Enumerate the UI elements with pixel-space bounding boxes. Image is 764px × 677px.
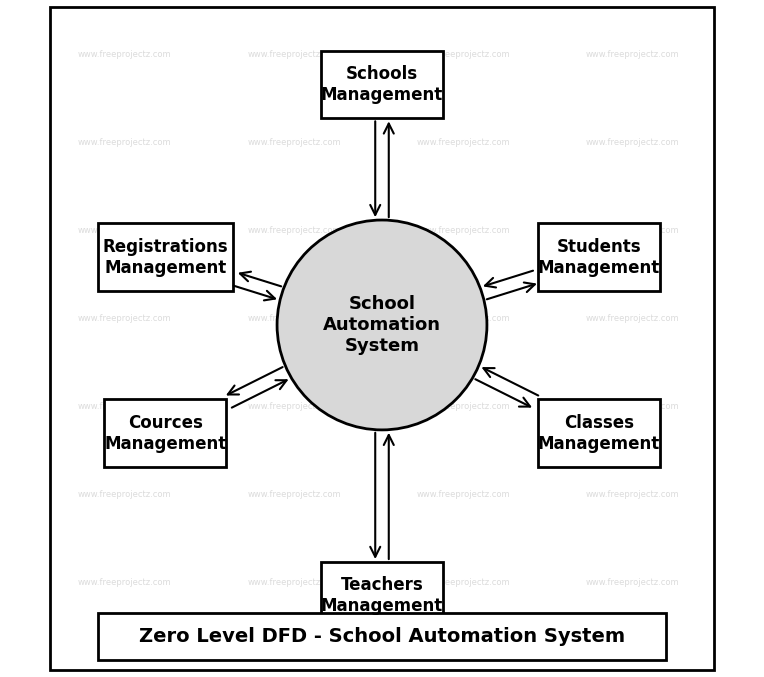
Text: www.freeprojectz.com: www.freeprojectz.com — [248, 137, 341, 147]
Text: www.freeprojectz.com: www.freeprojectz.com — [586, 577, 679, 587]
Text: Students
Management: Students Management — [538, 238, 660, 277]
Text: www.freeprojectz.com: www.freeprojectz.com — [248, 225, 341, 235]
Text: www.freeprojectz.com: www.freeprojectz.com — [586, 401, 679, 411]
Bar — [105, 399, 226, 467]
Text: www.freeprojectz.com: www.freeprojectz.com — [416, 489, 510, 499]
Bar — [98, 223, 233, 291]
Text: School
Automation
System: School Automation System — [323, 295, 441, 355]
Text: www.freeprojectz.com: www.freeprojectz.com — [586, 313, 679, 323]
Circle shape — [277, 220, 487, 430]
Text: www.freeprojectz.com: www.freeprojectz.com — [416, 313, 510, 323]
Text: www.freeprojectz.com: www.freeprojectz.com — [78, 577, 172, 587]
Text: www.freeprojectz.com: www.freeprojectz.com — [586, 225, 679, 235]
Text: www.freeprojectz.com: www.freeprojectz.com — [78, 489, 172, 499]
Text: www.freeprojectz.com: www.freeprojectz.com — [416, 225, 510, 235]
Text: Registrations
Management: Registrations Management — [102, 238, 228, 277]
Text: www.freeprojectz.com: www.freeprojectz.com — [78, 137, 172, 147]
Bar — [321, 562, 443, 630]
Text: www.freeprojectz.com: www.freeprojectz.com — [416, 401, 510, 411]
Text: www.freeprojectz.com: www.freeprojectz.com — [586, 489, 679, 499]
Text: Teachers
Management: Teachers Management — [321, 576, 443, 615]
Bar — [538, 223, 659, 291]
Text: Classes
Management: Classes Management — [538, 414, 660, 453]
Text: www.freeprojectz.com: www.freeprojectz.com — [248, 313, 341, 323]
Text: www.freeprojectz.com: www.freeprojectz.com — [78, 49, 172, 59]
Bar — [538, 399, 659, 467]
Text: Zero Level DFD - School Automation System: Zero Level DFD - School Automation Syste… — [139, 627, 625, 646]
Text: www.freeprojectz.com: www.freeprojectz.com — [416, 49, 510, 59]
Text: www.freeprojectz.com: www.freeprojectz.com — [248, 401, 341, 411]
Text: www.freeprojectz.com: www.freeprojectz.com — [586, 137, 679, 147]
Text: www.freeprojectz.com: www.freeprojectz.com — [248, 577, 341, 587]
Text: www.freeprojectz.com: www.freeprojectz.com — [78, 225, 172, 235]
Text: Cources
Management: Cources Management — [104, 414, 226, 453]
Text: www.freeprojectz.com: www.freeprojectz.com — [248, 49, 341, 59]
Bar — [98, 613, 666, 660]
Text: www.freeprojectz.com: www.freeprojectz.com — [78, 401, 172, 411]
Bar — [321, 51, 443, 118]
Text: www.freeprojectz.com: www.freeprojectz.com — [416, 577, 510, 587]
Text: www.freeprojectz.com: www.freeprojectz.com — [248, 489, 341, 499]
Text: www.freeprojectz.com: www.freeprojectz.com — [416, 137, 510, 147]
Text: Schools
Management: Schools Management — [321, 65, 443, 104]
Text: www.freeprojectz.com: www.freeprojectz.com — [586, 49, 679, 59]
Text: www.freeprojectz.com: www.freeprojectz.com — [78, 313, 172, 323]
